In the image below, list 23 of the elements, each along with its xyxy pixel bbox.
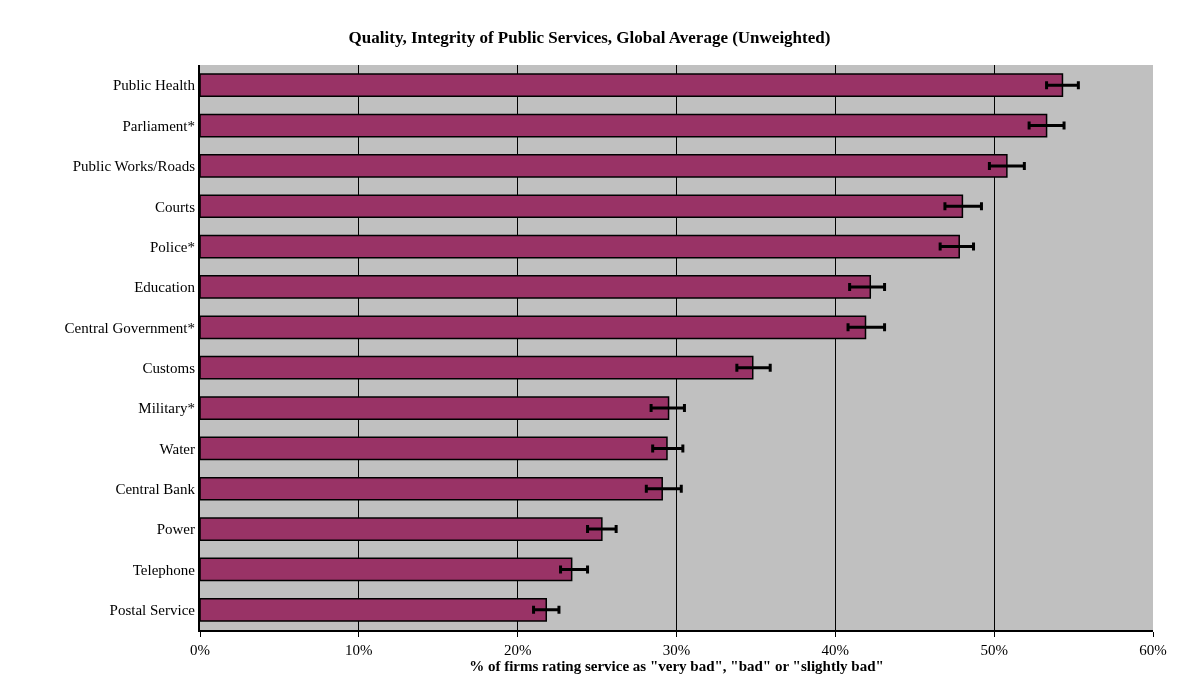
y-tick-label: Education xyxy=(134,279,196,296)
x-axis-title: % of firms rating service as "very bad", "bad" or "slightly bad" xyxy=(469,658,884,674)
y-tick-label: Central Bank xyxy=(115,481,196,497)
chart-title: Quality, Integrity of Public Services, Global Average (Unweighted) xyxy=(348,27,831,47)
y-tick-label: Police* xyxy=(150,238,195,255)
y-tick-label: Parliament* xyxy=(122,117,195,134)
y-tick-label: Central Government* xyxy=(64,319,195,336)
x-tick-label: 0% xyxy=(190,642,210,658)
x-tick-label: 60% xyxy=(1139,642,1167,658)
y-tick-label: Water xyxy=(159,440,195,457)
y-tick-label: Telephone xyxy=(132,561,196,578)
y-tick-label: Public Health xyxy=(112,77,196,94)
y-tick-label: Power xyxy=(156,521,195,538)
x-tick-label: 30% xyxy=(662,642,691,658)
y-tick-label: Postal Service xyxy=(109,602,196,619)
x-tick-label: 20% xyxy=(503,642,532,658)
x-tick-label: 10% xyxy=(345,642,373,658)
y-tick-label: Customs xyxy=(142,359,196,376)
y-tick-label: Military* xyxy=(138,400,195,417)
y-tick-label: Courts xyxy=(154,198,196,215)
x-tick-label: 40% xyxy=(821,642,850,658)
x-tick-label: 50% xyxy=(980,642,1008,658)
y-tick-label: Public Works/Roads xyxy=(72,158,196,175)
